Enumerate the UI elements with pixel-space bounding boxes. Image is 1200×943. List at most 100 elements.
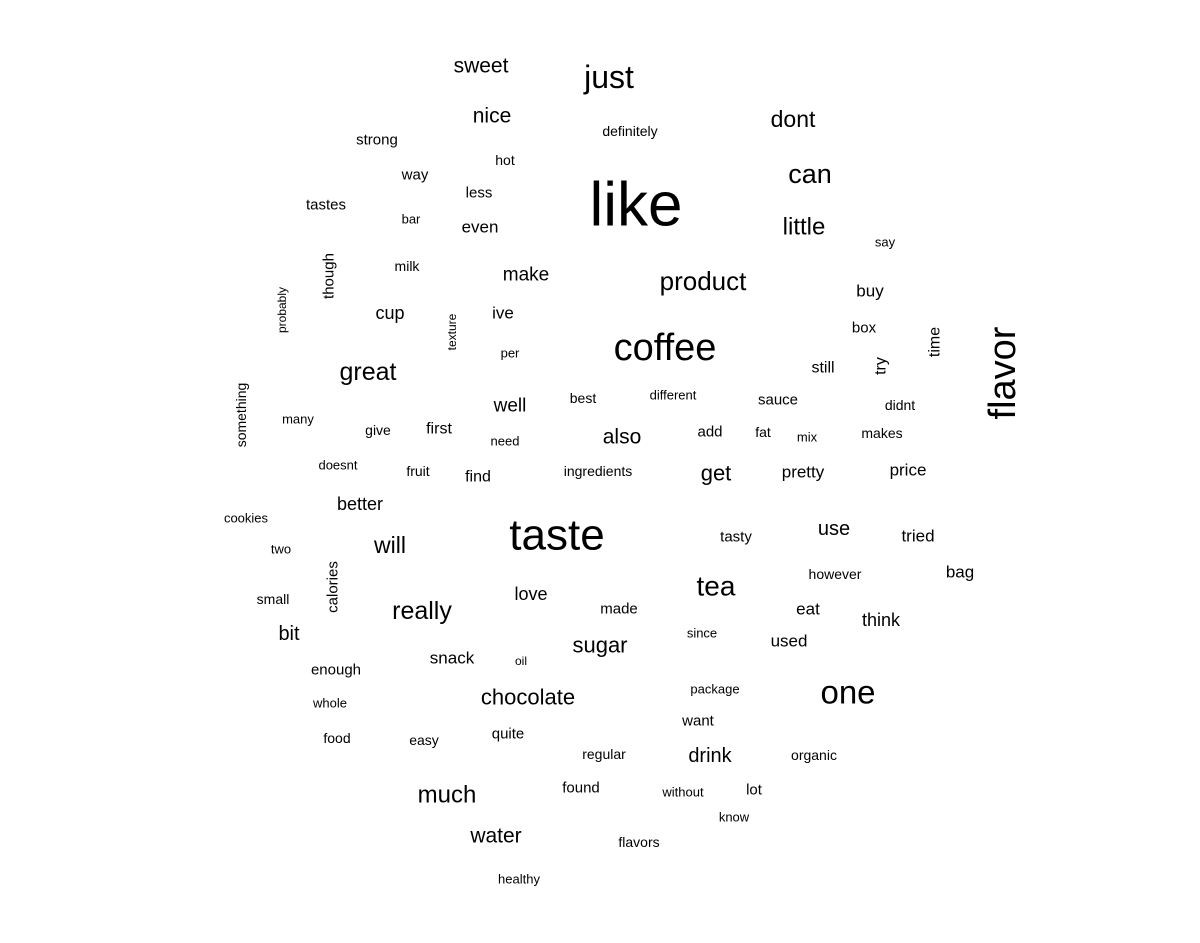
word-really: really (392, 597, 452, 625)
word-flavor: flavor (982, 326, 1024, 419)
word-coffee: coffee (614, 327, 717, 369)
word-pretty: pretty (782, 463, 825, 482)
word-hot: hot (495, 152, 515, 168)
word-food: food (323, 730, 350, 746)
word-whole: whole (312, 696, 347, 711)
word-different: different (650, 388, 697, 403)
word-package: package (690, 682, 739, 697)
word-chocolate: chocolate (481, 685, 575, 710)
word-box: box (852, 320, 877, 337)
word-water: water (469, 825, 521, 848)
word-definitely: definitely (602, 123, 657, 139)
word-much: much (418, 782, 477, 809)
word-made: made (600, 601, 638, 618)
word-make: make (503, 265, 549, 286)
word-well: well (493, 396, 527, 417)
word-can: can (788, 159, 832, 189)
word-makes: makes (861, 425, 902, 441)
word-find: find (465, 469, 491, 486)
word-nice: nice (473, 105, 512, 128)
word-love: love (514, 584, 547, 604)
word-need: need (491, 434, 520, 449)
word-regular: regular (582, 746, 626, 762)
word-bit: bit (278, 623, 300, 645)
word-probably: probably (275, 287, 289, 333)
word-easy: easy (409, 732, 439, 748)
word-however: however (809, 566, 862, 582)
word-time: time (927, 327, 944, 357)
word-milk: milk (395, 258, 421, 274)
word-used: used (771, 632, 808, 651)
word-also: also (603, 426, 642, 449)
word-many: many (282, 412, 314, 427)
word-didnt: didnt (885, 397, 915, 413)
word-found: found (562, 780, 600, 797)
word-ive: ive (492, 304, 514, 323)
word-without: without (661, 785, 704, 800)
word-product: product (660, 266, 747, 296)
word-bar: bar (402, 212, 421, 227)
word-enough: enough (311, 662, 361, 679)
word-add: add (697, 424, 722, 441)
word-like: like (589, 171, 682, 240)
word-sauce: sauce (758, 392, 798, 409)
word-eat: eat (796, 600, 820, 619)
word-tea: tea (697, 571, 736, 602)
word-fat: fat (755, 424, 771, 440)
word-dont: dont (771, 106, 816, 132)
word-just: just (583, 59, 634, 95)
word-best: best (570, 390, 597, 406)
word-strong: strong (356, 132, 398, 149)
word-healthy: healthy (498, 872, 540, 887)
word-price: price (890, 461, 927, 480)
word-tried: tried (901, 527, 934, 546)
word-use: use (818, 518, 850, 540)
word-cup: cup (375, 303, 404, 323)
word-know: know (719, 810, 750, 825)
word-great: great (340, 358, 397, 386)
word-get: get (701, 461, 732, 486)
word-flavors: flavors (618, 834, 659, 850)
word-organic: organic (791, 747, 837, 763)
word-though: though (321, 253, 338, 299)
word-taste: taste (509, 511, 604, 560)
word-little: little (783, 214, 826, 241)
word-oil: oil (515, 654, 527, 668)
word-fruit: fruit (406, 463, 429, 479)
word-sweet: sweet (454, 55, 509, 78)
word-say: say (875, 235, 896, 250)
word-per: per (501, 346, 520, 361)
word-will: will (373, 532, 406, 558)
word-something: something (233, 383, 249, 448)
word-tasty: tasty (720, 529, 752, 546)
word-sugar: sugar (572, 633, 627, 658)
word-better: better (337, 494, 383, 514)
word-give: give (365, 422, 391, 438)
word-drink: drink (688, 745, 732, 767)
word-doesnt: doesnt (318, 458, 357, 473)
word-cookies: cookies (224, 511, 269, 526)
word-bag: bag (946, 563, 974, 582)
word-lot: lot (746, 782, 763, 799)
word-even: even (462, 218, 499, 237)
word-snack: snack (430, 649, 475, 668)
word-calories: calories (325, 561, 342, 613)
word-since: since (687, 626, 717, 641)
word-mix: mix (797, 430, 818, 445)
word-two: two (271, 542, 291, 557)
word-think: think (862, 610, 901, 630)
word-ingredients: ingredients (564, 463, 633, 479)
word-want: want (681, 713, 715, 730)
word-tastes: tastes (306, 197, 346, 214)
word-first: first (426, 421, 452, 438)
word-still: still (811, 360, 834, 377)
word-try: try (873, 357, 890, 375)
word-way: way (401, 167, 429, 184)
word-texture: texture (445, 313, 459, 350)
word-buy: buy (856, 282, 884, 301)
word-small: small (257, 591, 290, 607)
word-less: less (466, 185, 493, 202)
word-quite: quite (492, 726, 525, 743)
word-one: one (820, 674, 875, 711)
